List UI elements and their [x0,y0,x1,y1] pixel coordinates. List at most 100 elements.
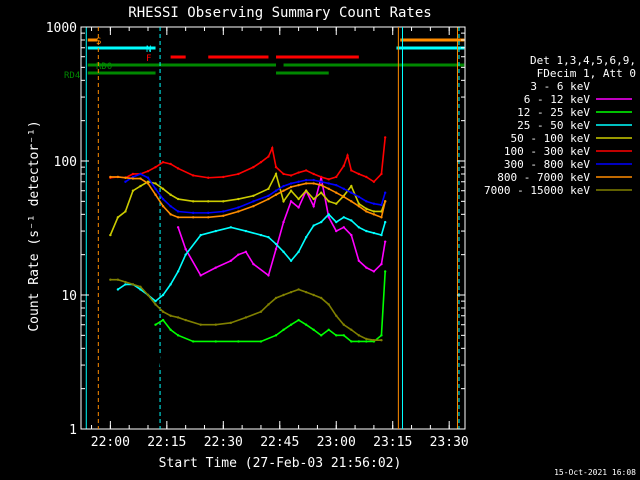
data-point [252,204,255,208]
data-point [139,288,142,291]
series-line [155,271,386,343]
data-point [169,213,172,216]
data-point [372,210,376,213]
data-point [124,283,127,286]
data-point [365,210,368,213]
data-point [335,334,338,337]
data-point [282,172,285,176]
data-point [274,165,278,169]
data-point [161,318,165,322]
data-point [176,316,180,319]
data-point [165,404,169,407]
data-point [176,270,180,273]
data-point [267,274,270,277]
data-point [176,210,180,213]
data-point [327,328,330,331]
legend: Det 1,3,4,5,6,9,FDecim 1, Att 03 - 6 keV… [484,54,636,197]
series-group [154,270,387,343]
data-point [109,175,112,179]
data-point [274,296,278,300]
data-point [161,204,165,208]
series-group [109,171,387,237]
data-point [312,182,315,185]
data-point [365,175,368,179]
legend-label: 12 - 25 keV [517,106,590,119]
data-point [346,154,349,157]
data-point [312,178,315,182]
data-point [342,226,345,229]
data-point [184,318,187,322]
data-point [312,204,315,208]
data-point [214,266,217,269]
data-point [289,194,293,197]
data-point [199,233,202,237]
data-point [199,274,202,277]
data-point [207,200,210,203]
data-point [146,293,150,297]
data-point [380,338,383,342]
data-point [237,210,240,213]
data-point [199,270,202,273]
data-point [350,219,353,222]
data-point [176,167,180,170]
data-point [176,216,180,219]
data-point [214,340,217,343]
data-point [289,185,293,189]
data-point [380,334,383,337]
data-point [304,290,308,294]
data-point [327,200,330,203]
data-point [365,266,368,269]
data-point [222,214,225,217]
data-point [191,200,195,203]
data-point [267,283,270,286]
data-point [259,340,263,343]
data-point [214,229,217,233]
data-point [199,323,202,326]
data-point [154,374,157,377]
data-point [380,262,383,266]
data-point [116,216,120,219]
data-point [372,253,376,256]
legend-label: 3 - 6 keV [530,80,590,93]
data-point [146,169,150,173]
data-point [365,229,368,233]
axes: 1 10 100 1000 22:00 22:15 22:30 22:45 23:00 23:15… [46,21,469,450]
data-point [282,250,285,254]
data-point [274,247,278,251]
data-point [244,316,248,319]
data-point [259,160,263,164]
data-point [191,174,195,177]
data-point [116,278,120,281]
data-point [335,314,338,317]
data-point [282,200,285,203]
data-point [350,169,353,172]
data-point [335,183,338,187]
data-point [237,172,240,176]
data-point [327,213,330,216]
state-bar-label: RD4 [64,71,80,81]
data-point [380,172,383,176]
data-point [383,136,387,139]
data-point [319,180,323,183]
data-point [274,172,278,176]
data-point [237,340,240,343]
data-point [319,183,323,187]
data-point [259,233,263,237]
data-point [342,195,345,199]
data-point [297,197,300,201]
y-tick-label: 10 [61,289,77,304]
footer-date: 15-Oct-2021 16:08 [554,468,636,477]
data-point [297,171,300,174]
data-point [327,178,330,181]
data-point [289,290,293,294]
data-point [214,259,217,262]
data-point [131,172,135,176]
data-point [191,340,195,343]
data-point [327,303,330,306]
data-point [207,211,210,215]
data-point [237,206,240,209]
data-point [274,189,278,192]
legend-label: 800 - 7000 keV [497,171,590,184]
